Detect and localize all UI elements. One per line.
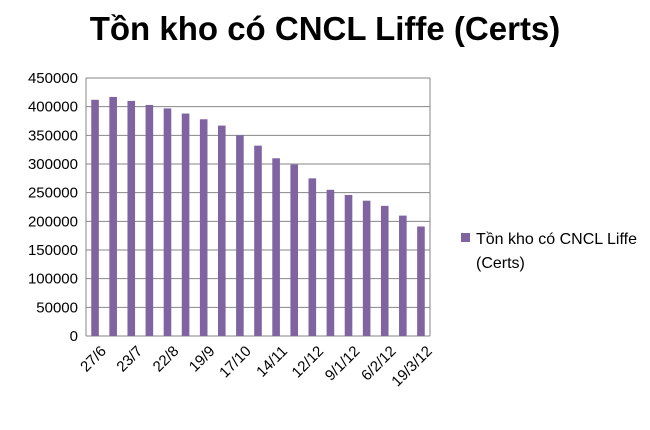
bar: [109, 96, 117, 336]
y-tick-label: 350000: [28, 127, 78, 144]
y-tick-label: 400000: [28, 99, 78, 116]
bar: [145, 104, 154, 337]
bar: [254, 145, 262, 336]
y-tick-labels: 0 50000 100000 150000 200000 250000 300000 3500…: [28, 70, 78, 345]
bars: [91, 96, 425, 337]
bar: [91, 99, 99, 336]
bar: [380, 205, 389, 336]
bar: [217, 125, 226, 336]
x-tick-label: 22/8: [150, 343, 183, 376]
bar: [272, 158, 280, 336]
bar: [290, 164, 299, 336]
x-tick-label: 9/1/12: [322, 343, 364, 385]
bar: [399, 215, 407, 336]
y-tick-label: 450000: [28, 70, 78, 87]
bar: [417, 226, 425, 336]
bar: [236, 135, 244, 336]
x-tick-label: 19/9: [186, 343, 219, 376]
y-tick-label: 250000: [28, 185, 78, 202]
legend-swatch: [461, 233, 470, 242]
bar: [163, 108, 172, 337]
bar: [199, 119, 208, 336]
y-tick-label: 0: [70, 328, 78, 345]
bar: [362, 200, 371, 336]
x-tick-label: 27/6: [77, 343, 110, 376]
bar: [181, 113, 190, 337]
y-tick-label: 300000: [28, 156, 78, 173]
x-tick-label: 14/11: [253, 343, 291, 381]
bar: [344, 194, 353, 336]
bar: [326, 189, 335, 336]
y-tick-label: 50000: [36, 299, 78, 316]
chart-title: Tồn kho có CNCL Liffe (Certs): [89, 10, 561, 47]
x-tick-labels: 27/6 23/7 22/8 19/917/1014/1112/129/1/126/2…: [77, 343, 436, 390]
x-tick-label: 23/7: [113, 343, 146, 376]
legend-label-line-2: (Certs): [476, 255, 525, 272]
x-tick-label: 12/12: [289, 343, 328, 382]
y-tick-label: 100000: [28, 271, 78, 288]
y-tick-label: 200000: [28, 213, 78, 230]
legend-label-line-1: Tồn kho có CNCL Liffe: [476, 231, 637, 248]
bar: [127, 100, 136, 336]
x-tick-label: 17/10: [216, 343, 255, 382]
legend: Tồn kho có CNCL Liffe (Certs): [461, 231, 637, 272]
x-tick-label: 19/3/12: [388, 343, 435, 390]
y-tick-label: 150000: [28, 242, 78, 259]
bar: [308, 178, 317, 336]
